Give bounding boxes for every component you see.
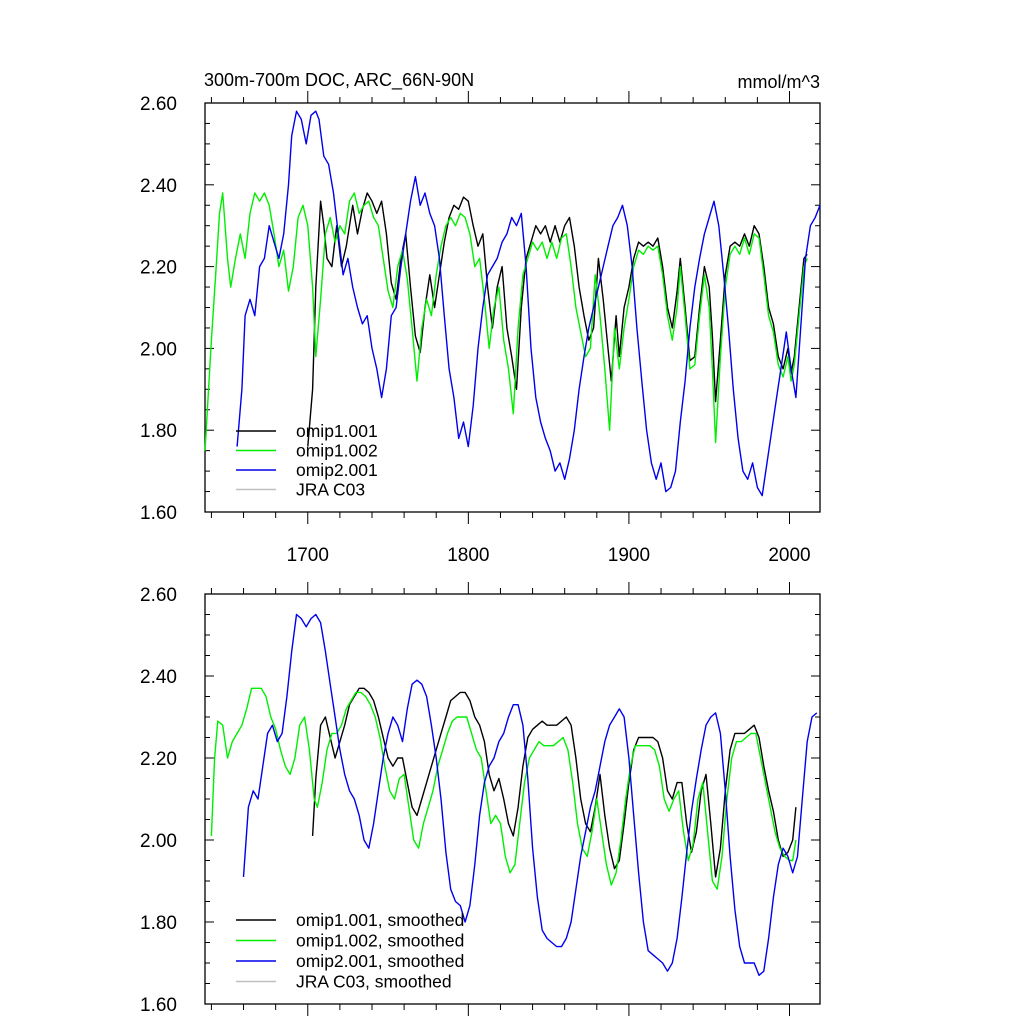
x-tick-label: 1800	[447, 545, 489, 566]
series-line-omip2-001-smoothed	[242, 613, 818, 976]
legend-label: omip1.001	[296, 421, 378, 441]
y-tick-label: 2.00	[140, 339, 177, 360]
legend-label: JRA C03	[296, 480, 365, 500]
y-tick-label: 1.60	[140, 995, 177, 1016]
series-line-omip1-002	[204, 192, 808, 451]
legend-label: omip2.001	[296, 460, 378, 480]
legend-label: JRA C03, smoothed	[296, 972, 452, 992]
y-tick-label: 2.40	[140, 176, 177, 197]
x-tick-label: 2000	[768, 545, 810, 566]
series-line-omip1-001-smoothed	[311, 687, 797, 878]
units-label: mmol/m^3	[738, 72, 820, 92]
x-tick-label: 1900	[608, 545, 650, 566]
y-tick-label: 1.80	[140, 913, 177, 934]
legend-label: omip1.002	[296, 441, 378, 461]
legend-label: omip2.001, smoothed	[296, 951, 464, 971]
y-tick-label: 2.60	[140, 94, 177, 115]
legend-label: omip1.002, smoothed	[296, 931, 464, 951]
x-tick-label: 1700	[287, 545, 329, 566]
y-tick-label: 2.20	[140, 258, 177, 279]
series-line-omip2-001	[236, 110, 821, 497]
y-tick-label: 2.00	[140, 831, 177, 852]
y-tick-label: 2.20	[140, 749, 177, 770]
series-line-omip1-002-smoothed	[210, 687, 797, 890]
top-plot-panel: 1.60 1.80 2.00 2.20 2.40 2.60 1700 1800 1900 2000…	[140, 91, 821, 566]
y-tick-label: 1.60	[140, 503, 177, 524]
bottom-plot-panel: 1.60 1.80 2.00 2.20 2.40 2.60 omip1.001, smoot…	[140, 582, 821, 1016]
y-tick-label: 1.80	[140, 421, 177, 442]
series-line-omip1-001	[307, 192, 808, 447]
legend-label: omip1.001, smoothed	[296, 910, 464, 930]
y-tick-label: 2.40	[140, 667, 177, 688]
chart-title: 300m-700m DOC, ARC_66N-90N	[204, 70, 474, 91]
y-tick-label: 2.60	[140, 585, 177, 606]
